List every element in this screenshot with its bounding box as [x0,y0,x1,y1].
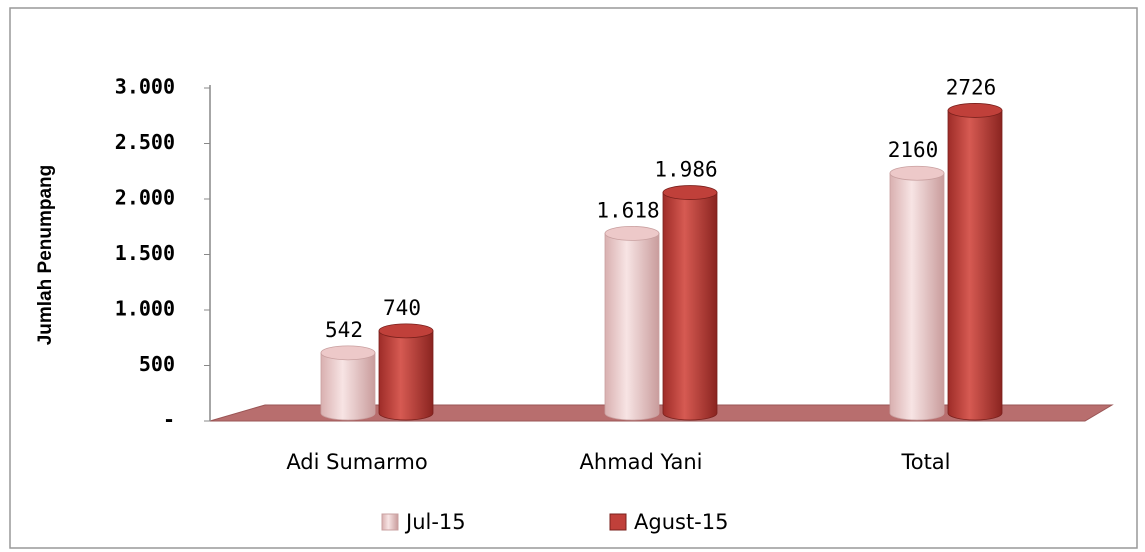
data-label: 2160 [888,138,939,162]
bar [604,226,660,421]
data-label: 1.986 [654,158,717,182]
bar-top [320,345,376,361]
y-tick-label: 1.000 [115,297,175,321]
bar [320,345,376,421]
bar-body [604,233,660,421]
bar-top [662,185,718,200]
x-tick-label: Adi Sumarmo [286,450,427,474]
legend-swatch [381,513,399,531]
bar [947,103,1003,421]
legend-label: Agust-15 [634,510,728,534]
data-label: 542 [325,318,363,342]
bar-body [947,110,1003,421]
bar-body [378,330,434,421]
y-tick-label: 2.500 [115,130,175,154]
x-tick-label: Ahmad Yani [580,450,703,474]
legend-swatch [609,513,627,531]
legend-label: Jul-15 [404,510,466,534]
floor [209,404,1114,422]
data-label: 2726 [946,75,997,99]
bar [889,165,945,421]
data-label: 1.618 [596,198,659,222]
y-axis-label: Jumlah Penumpang [35,165,56,346]
y-tick-label: 500 [139,352,175,376]
bar-top [889,165,945,181]
data-label: 740 [383,296,421,320]
x-tick-label: Total [900,450,950,474]
bar-top [378,323,434,339]
bar-body [662,192,718,421]
y-tick-label: - [163,408,175,432]
bar [662,185,718,421]
bar-body [320,352,376,421]
bar-top [604,226,660,241]
y-tick-label: 1.500 [115,241,175,265]
bar-top [947,103,1003,118]
bar-body [889,172,945,421]
y-tick-label: 3.000 [115,75,175,99]
bar [378,323,434,421]
y-tick-label: 2.000 [115,186,175,210]
